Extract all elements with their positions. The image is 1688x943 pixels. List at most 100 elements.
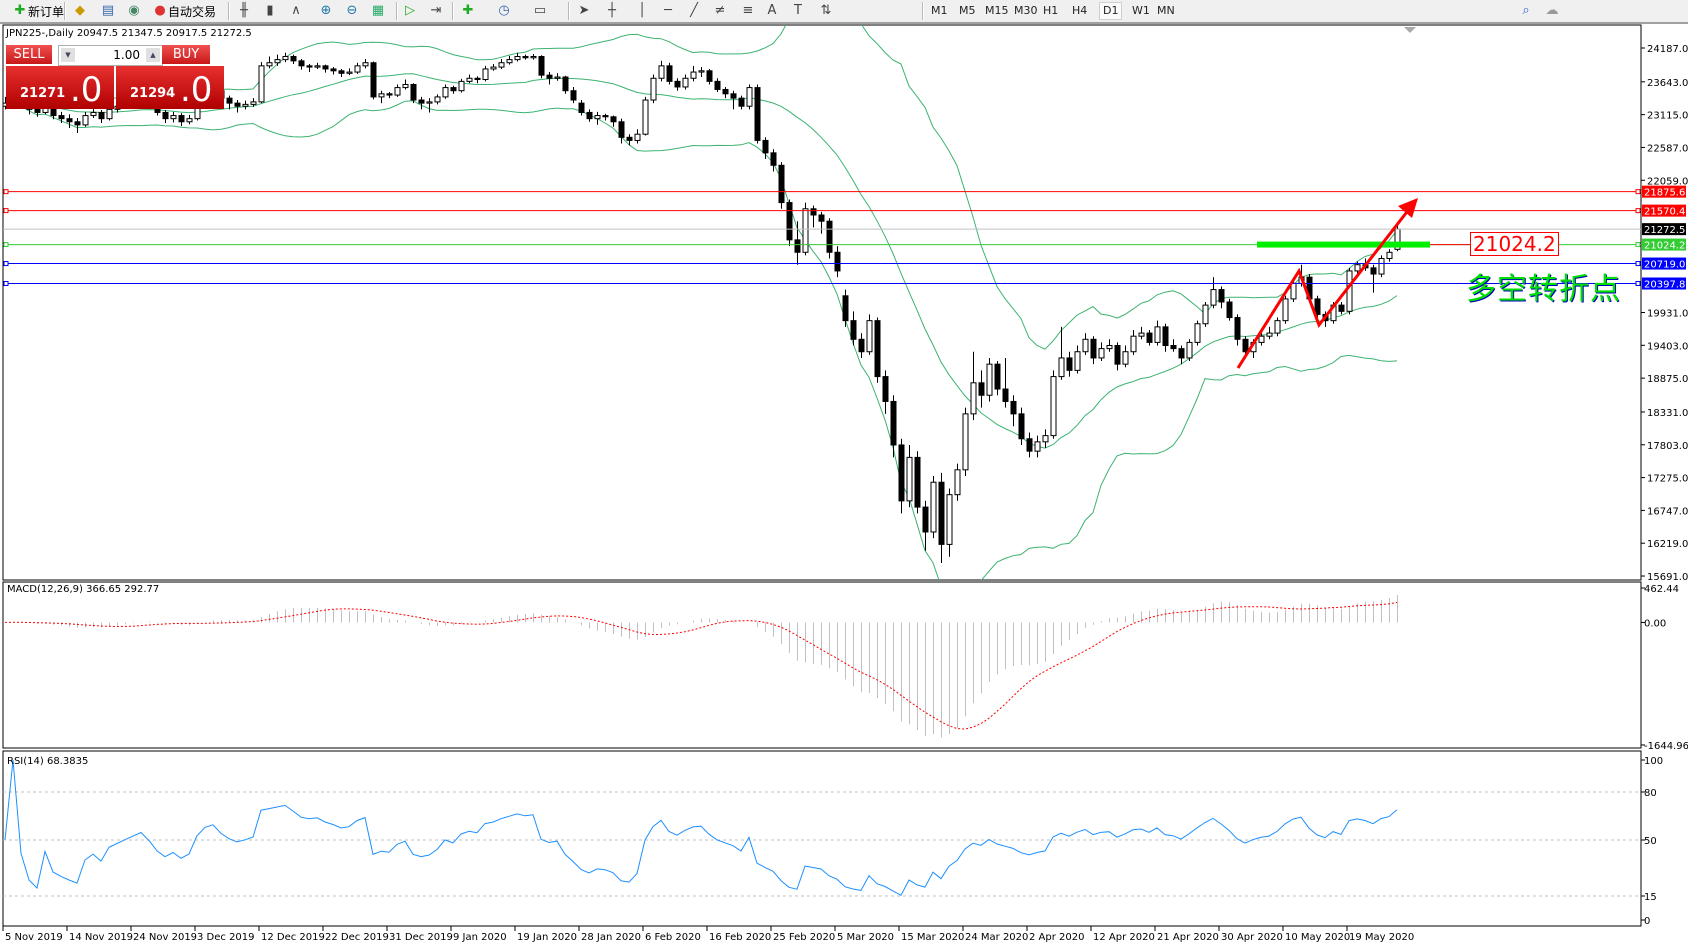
candle bbox=[834, 246, 841, 278]
line-chart-button[interactable]: ∧ bbox=[288, 2, 304, 20]
buy-price-button[interactable]: 21294 .0 bbox=[116, 66, 224, 109]
candle bbox=[378, 90, 385, 104]
tile-windows-icon: ▦ bbox=[371, 3, 385, 18]
trend-arrow[interactable] bbox=[1236, 207, 1412, 369]
candle-body bbox=[1194, 323, 1201, 343]
auto-trading-button[interactable]: ● 自动交易 bbox=[152, 2, 216, 20]
signals-button[interactable]: ◉ bbox=[126, 2, 142, 20]
zoom-out-button[interactable]: ⊖ bbox=[344, 2, 360, 20]
fibonacci-button[interactable]: ≡ bbox=[740, 2, 756, 20]
sell-button[interactable]: SELL bbox=[6, 45, 52, 64]
candle bbox=[666, 62, 673, 85]
candle bbox=[490, 63, 497, 71]
candle bbox=[506, 55, 513, 65]
line-anchor-left bbox=[3, 280, 9, 286]
chart-window[interactable]: 24187.0 23643.0 23115.0 22587.0 22059.0 19931… bbox=[0, 24, 1688, 943]
candle-body bbox=[1162, 326, 1169, 347]
candle-body bbox=[650, 77, 657, 101]
buy-button[interactable]: BUY bbox=[162, 45, 210, 64]
candle-body bbox=[890, 400, 897, 446]
data-window-button[interactable]: ▤ bbox=[100, 2, 116, 20]
candle bbox=[266, 56, 273, 69]
lot-size-field[interactable]: ▼ 1.00 ▲ bbox=[58, 45, 163, 66]
equidistant-channel-button[interactable]: ≠ bbox=[712, 2, 728, 20]
candle-body bbox=[706, 70, 713, 82]
candle-body bbox=[298, 60, 305, 67]
candle-body bbox=[522, 56, 529, 59]
candle bbox=[1338, 302, 1345, 315]
candle-body bbox=[594, 115, 601, 120]
candle bbox=[1378, 255, 1385, 278]
chat-button[interactable]: ☁ bbox=[1544, 2, 1560, 20]
new-order-button[interactable]: ✚ 新订单 bbox=[12, 2, 64, 20]
timeframe-d1[interactable]: D1 bbox=[1099, 2, 1123, 20]
autoscroll-button[interactable]: ▷ bbox=[402, 2, 418, 20]
candle-body bbox=[1002, 388, 1009, 402]
y-tick-label: 23643.0 bbox=[1647, 78, 1688, 89]
candlestick-button[interactable]: ▮ bbox=[262, 2, 278, 20]
text-button[interactable]: A bbox=[764, 2, 780, 20]
candle-body bbox=[634, 133, 641, 141]
price-annotation[interactable]: 21024.2 bbox=[1470, 232, 1559, 256]
trendline-button[interactable]: ╱ bbox=[686, 2, 702, 20]
candle-body bbox=[242, 103, 249, 107]
timeframe-m5[interactable]: M5 bbox=[959, 4, 976, 17]
timeframe-m30[interactable]: M30 bbox=[1014, 4, 1038, 17]
pivot-zone-bar[interactable] bbox=[1257, 241, 1430, 248]
y-tick-label: 24187.0 bbox=[1647, 44, 1688, 55]
x-tick-label: 5 Mar 2020 bbox=[837, 932, 894, 943]
candle-body bbox=[658, 65, 665, 79]
candle-body bbox=[682, 77, 689, 88]
candle bbox=[1050, 370, 1057, 439]
candle-body bbox=[282, 56, 289, 61]
chart-shift-button[interactable]: ⇥ bbox=[428, 2, 444, 20]
text-label-button[interactable]: T bbox=[790, 2, 806, 20]
timeframe-mn[interactable]: MN bbox=[1157, 4, 1175, 17]
timeframe-w1[interactable]: W1 bbox=[1132, 4, 1150, 17]
increase-lot-icon[interactable]: ▲ bbox=[146, 48, 160, 62]
arrows-button[interactable]: ⇅ bbox=[818, 2, 834, 20]
indicators-button[interactable]: ✚ bbox=[460, 2, 476, 20]
search-button[interactable]: ⌕ bbox=[1518, 2, 1534, 20]
history-button[interactable]: ◆ bbox=[72, 2, 88, 20]
bar-chart-button[interactable]: ╫ bbox=[236, 2, 252, 20]
candle bbox=[162, 109, 169, 124]
periods-icon: ◷ bbox=[498, 3, 510, 18]
candle bbox=[466, 74, 473, 84]
crosshair-icon: ┼ bbox=[608, 3, 616, 18]
timeframe-h4[interactable]: H4 bbox=[1072, 4, 1088, 17]
cursor-button[interactable]: ➤ bbox=[576, 2, 592, 20]
equidistant-channel-icon: ≠ bbox=[714, 3, 726, 18]
templates-button[interactable]: ▭ bbox=[532, 2, 548, 20]
autoscroll-icon: ▷ bbox=[405, 3, 415, 18]
zoom-in-button[interactable]: ⊕ bbox=[318, 2, 334, 20]
rsi-y-tick-label: 0 bbox=[1644, 916, 1650, 927]
vertical-line-button[interactable]: │ bbox=[634, 2, 650, 20]
candle bbox=[58, 111, 65, 124]
timeframe-h1[interactable]: H1 bbox=[1043, 4, 1059, 17]
macd-label: MACD(12,26,9) 366.65 292.77 bbox=[7, 584, 159, 595]
tile-windows-button[interactable]: ▦ bbox=[370, 2, 386, 20]
periods-button[interactable]: ◷ bbox=[496, 2, 512, 20]
candle-body bbox=[234, 102, 241, 107]
candle-body bbox=[1050, 376, 1057, 437]
price-label: 20719.0 bbox=[1644, 260, 1685, 271]
candle-body bbox=[394, 87, 401, 96]
decrease-lot-icon[interactable]: ▼ bbox=[61, 48, 75, 62]
timeframe-m15[interactable]: M15 bbox=[985, 4, 1009, 17]
horizontal-line-button[interactable]: ─ bbox=[660, 2, 676, 20]
candle-body bbox=[162, 111, 169, 120]
y-tick-label: 23115.0 bbox=[1647, 111, 1688, 122]
candle-body bbox=[426, 101, 433, 104]
timeframe-m1[interactable]: M1 bbox=[931, 4, 948, 17]
crosshair-button[interactable]: ┼ bbox=[604, 2, 620, 20]
rsi-y-tick-label: 50 bbox=[1644, 836, 1657, 847]
candle bbox=[1274, 317, 1281, 337]
chart-shift-marker[interactable] bbox=[1404, 27, 1416, 33]
rsi-y-tick-label: 80 bbox=[1644, 788, 1657, 799]
sell-price-button[interactable]: 21271 .0 bbox=[6, 66, 114, 109]
candle bbox=[554, 73, 561, 81]
candle bbox=[1066, 351, 1073, 377]
pivot-annotation-text[interactable]: 多空转折点 bbox=[1466, 272, 1621, 307]
candle-body bbox=[178, 115, 185, 123]
